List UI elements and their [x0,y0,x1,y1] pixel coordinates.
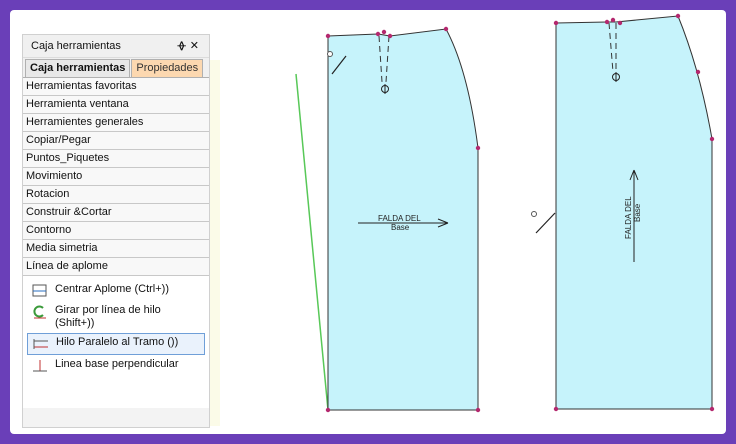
anchor-point[interactable] [327,51,333,57]
category-item[interactable]: Herramientes generales [23,114,209,132]
piece-points[interactable] [325,26,481,413]
piece-label-line2: Base [633,203,642,222]
panel-title: Caja herramientas [31,40,121,52]
app-frame: FALDA DEL Base FALDA DEL Base [10,10,726,434]
tab-propiedades[interactable]: Propiedades [131,59,204,77]
guide-line [295,73,329,411]
tool-label: Linea base perpendicular [55,358,179,370]
category-item[interactable]: Media simetria [23,240,209,258]
piece-label-line1: FALDA DEL [624,196,633,239]
piece-label-line1: FALDA DEL [378,214,421,223]
tool-label: Hilo Paralelo al Tramo ()) [56,336,179,348]
close-icon[interactable]: ✕ [189,40,203,52]
category-item[interactable]: Herramienta ventana [23,96,209,114]
anchor-point[interactable] [531,211,537,217]
pattern-canvas[interactable]: FALDA DEL Base FALDA DEL Base [10,10,726,434]
grain-arrow [629,169,639,181]
category-item[interactable]: Copiar/Pegar [23,132,209,150]
category-item[interactable]: Construir &Cortar [23,204,209,222]
category-item-expanded[interactable]: Línea de aplome [23,258,209,276]
tool-girar-por-linea[interactable]: Girar por línea de hilo (Shift+)) [27,302,205,332]
piece-label-line2: Base [391,223,410,232]
pattern-piece-1[interactable]: FALDA DEL Base [325,26,481,413]
tool-list: Centrar Aplome (Ctrl+)) Girar por línea … [23,276,209,408]
dart-leg [378,35,383,83]
piece-points[interactable] [553,13,715,412]
category-list: Herramientas favoritas Herramienta venta… [23,77,209,276]
perpendicular-base-icon [33,360,47,372]
pattern-piece-2[interactable]: FALDA DEL Base [553,13,715,412]
tool-hilo-paralelo[interactable]: Hilo Paralelo al Tramo ()) [27,333,205,355]
category-item[interactable]: Contorno [23,222,209,240]
tool-linea-base-perpendicular[interactable]: Linea base perpendicular [27,356,205,376]
center-grain-icon [32,284,47,297]
panel-splitter[interactable] [209,60,220,426]
category-item[interactable]: Puntos_Piquetes [23,150,209,168]
category-item[interactable]: Herramientas favoritas [23,78,209,96]
tool-centrar-aplome[interactable]: Centrar Aplome (Ctrl+)) [27,281,205,301]
tool-label: Centrar Aplome (Ctrl+)) [55,283,170,295]
tab-caja-herramientas[interactable]: Caja herramientas [25,59,131,77]
panel-tabs: Caja herramientas Propiedades [23,58,209,77]
parallel-grain-icon [33,339,48,349]
category-item[interactable]: Rotacion [23,186,209,204]
pin-icon[interactable]: ᚖ [177,40,190,52]
grain-arrow [437,218,449,228]
category-item[interactable]: Movimiento [23,168,209,186]
rotate-grain-icon [33,305,46,319]
notch-mark [331,55,347,75]
notch-mark [535,212,556,234]
panel-title-bar[interactable]: Caja herramientas ᚖ✕ [23,35,209,58]
tool-label: Girar por línea de hilo (Shift+)) [55,304,161,329]
toolbox-panel: Caja herramientas ᚖ✕ Caja herramientas P… [22,34,210,428]
dart-leg [608,22,614,73]
dart-leg [385,35,390,83]
